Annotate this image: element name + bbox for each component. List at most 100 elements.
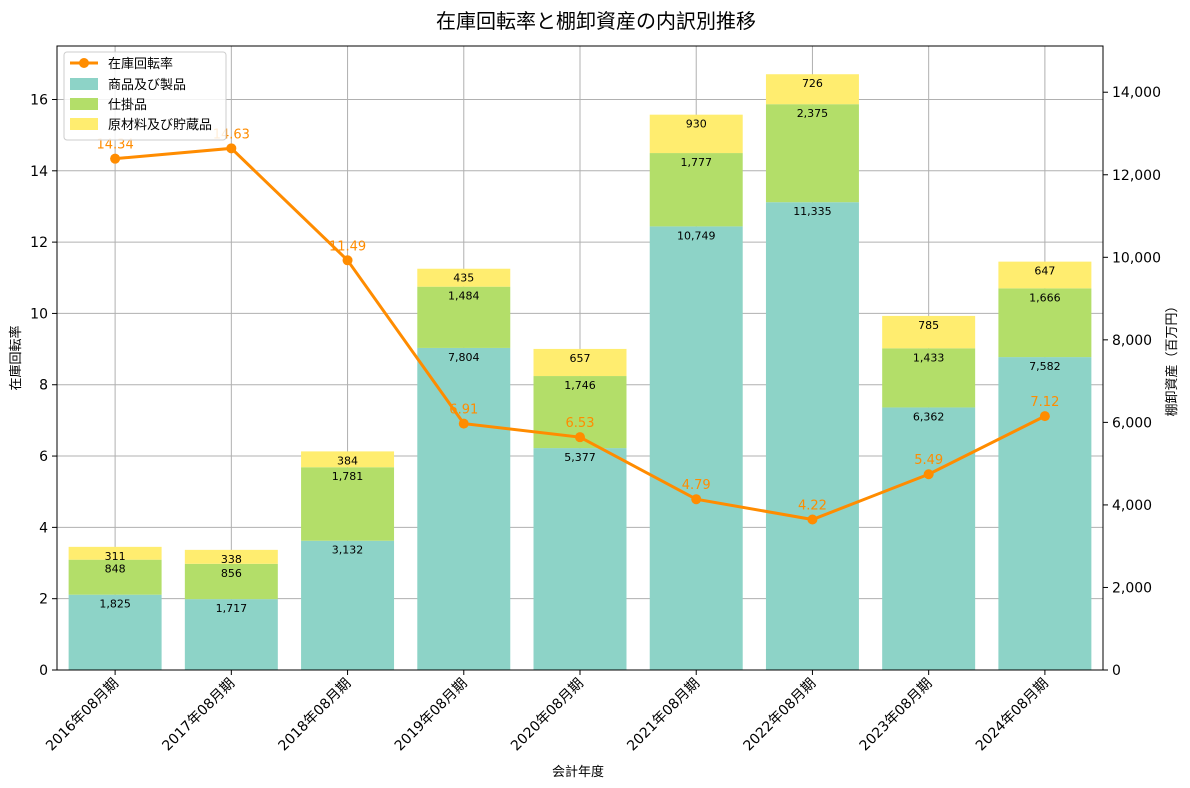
bar-2-5 <box>649 114 743 154</box>
legend-swatch-1 <box>70 98 98 110</box>
xtick-label-7: 2023年08月期 <box>857 676 936 755</box>
bar-label-2-4: 657 <box>570 352 591 365</box>
turnover-label-4: 6.53 <box>566 416 595 431</box>
ytick-left-label-0: 0 <box>39 663 48 679</box>
bar-0-1 <box>184 599 278 670</box>
xtick-label-6: 2022年08月期 <box>740 676 819 755</box>
bar-0-6 <box>765 202 859 670</box>
bar-label-2-3: 435 <box>453 272 474 285</box>
bar-label-2-6: 726 <box>802 77 823 90</box>
ytick-left-label-8: 16 <box>30 92 48 108</box>
bar-label-0-5: 10,749 <box>677 229 716 242</box>
ytick-right-label-5: 10,000 <box>1112 250 1161 266</box>
bar-0-5 <box>649 226 743 670</box>
bar-1-6 <box>765 104 859 203</box>
ytick-left-label-3: 6 <box>39 449 48 465</box>
xtick-label-8: 2024年08月期 <box>973 676 1052 755</box>
turnover-label-3: 6.91 <box>449 403 478 418</box>
bars <box>68 74 1092 670</box>
ytick-left-label-2: 4 <box>39 520 48 536</box>
bar-label-1-2: 1,781 <box>332 470 364 483</box>
ytick-right-label-0: 0 <box>1112 663 1121 679</box>
bar-label-1-7: 1,433 <box>913 351 945 364</box>
bar-label-1-6: 2,375 <box>797 107 829 120</box>
bar-1-3 <box>417 286 511 348</box>
bar-label-1-1: 856 <box>221 567 242 580</box>
ytick-left-label-5: 10 <box>30 306 48 322</box>
legend-box <box>63 51 227 141</box>
xtick-label-2: 2018年08月期 <box>276 676 355 755</box>
xtick-label-5: 2021年08月期 <box>624 676 703 755</box>
ytick-left-label-7: 14 <box>30 164 48 180</box>
turnover-point-4 <box>575 432 585 443</box>
bar-label-1-0: 848 <box>105 563 126 576</box>
ytick-right-label-7: 14,000 <box>1112 85 1161 101</box>
bar-label-1-3: 1,484 <box>448 290 480 303</box>
bar-1-5 <box>649 153 743 227</box>
ytick-right-label-6: 12,000 <box>1112 168 1161 184</box>
bar-2-2 <box>301 451 395 468</box>
turnover-label-6: 4.22 <box>798 499 827 514</box>
turnover-point-6 <box>807 514 818 525</box>
bar-label-1-8: 1,666 <box>1029 291 1061 304</box>
ytick-right-label-4: 8,000 <box>1112 333 1152 349</box>
bar-0-8 <box>998 357 1092 670</box>
bar-label-2-7: 785 <box>918 319 939 332</box>
bar-0-2 <box>301 540 395 670</box>
bar-label-0-8: 7,582 <box>1029 360 1061 373</box>
turnover-label-7: 5.49 <box>914 453 943 468</box>
turnover-point-7 <box>923 469 934 480</box>
bar-label-1-5: 1,777 <box>680 156 712 169</box>
bar-label-0-6: 11,335 <box>793 205 832 218</box>
legend-swatch-2 <box>70 118 98 130</box>
bar-label-0-1: 1,717 <box>216 602 248 615</box>
turnover-point-3 <box>458 418 469 429</box>
bar-0-3 <box>417 347 511 670</box>
bar-label-0-4: 5,377 <box>564 451 596 464</box>
bar-label-1-4: 1,746 <box>564 379 596 392</box>
xtick-label-3: 2019年08月期 <box>392 676 471 755</box>
bar-2-0 <box>68 546 162 560</box>
bar-1-8 <box>998 288 1092 358</box>
bar-label-2-0: 311 <box>105 550 126 563</box>
bar-0-0 <box>68 594 162 670</box>
bar-0-7 <box>882 407 976 670</box>
turnover-point-5 <box>691 494 702 505</box>
bar-2-3 <box>417 268 511 287</box>
legend-swatch-0 <box>70 78 98 90</box>
y-axis-right-label: 棚卸資産（百万円） <box>1164 299 1180 416</box>
bar-label-0-0: 1,825 <box>99 598 131 611</box>
bar-2-6 <box>765 74 859 105</box>
xtick-label-0: 2016年08月期 <box>43 676 122 755</box>
bar-1-1 <box>184 563 278 600</box>
bar-label-2-2: 384 <box>337 454 358 467</box>
turnover-point-1 <box>226 143 237 154</box>
y-axis-left-label: 在庫回転率 <box>8 325 24 390</box>
bar-2-8 <box>998 261 1092 289</box>
chart-title: 在庫回転率と棚卸資産の内訳別推移 <box>436 9 756 33</box>
bar-label-2-1: 338 <box>221 553 242 566</box>
bar-1-0 <box>68 559 162 595</box>
bar-label-0-7: 6,362 <box>913 410 945 423</box>
bar-label-2-5: 930 <box>686 118 707 131</box>
bar-1-2 <box>301 467 395 541</box>
x-axis-label: 会計年度 <box>552 764 604 780</box>
legend-label-2: 原材料及び貯蔵品 <box>108 118 212 133</box>
ytick-left-label-1: 2 <box>39 592 48 608</box>
legend-label-line: 在庫回転率 <box>108 56 173 72</box>
bar-label-0-2: 3,132 <box>332 544 364 557</box>
bar-1-7 <box>882 348 976 408</box>
turnover-point-8 <box>1039 411 1050 422</box>
bar-2-7 <box>882 315 976 349</box>
turnover-point-0 <box>110 153 121 164</box>
turnover-label-2: 11.49 <box>329 239 366 254</box>
bar-label-2-8: 647 <box>1034 265 1055 278</box>
ytick-left-label-4: 8 <box>39 378 48 394</box>
ytick-left-label-6: 12 <box>30 235 48 251</box>
legend-line-marker <box>79 58 89 68</box>
xtick-label-1: 2017年08月期 <box>159 676 238 755</box>
